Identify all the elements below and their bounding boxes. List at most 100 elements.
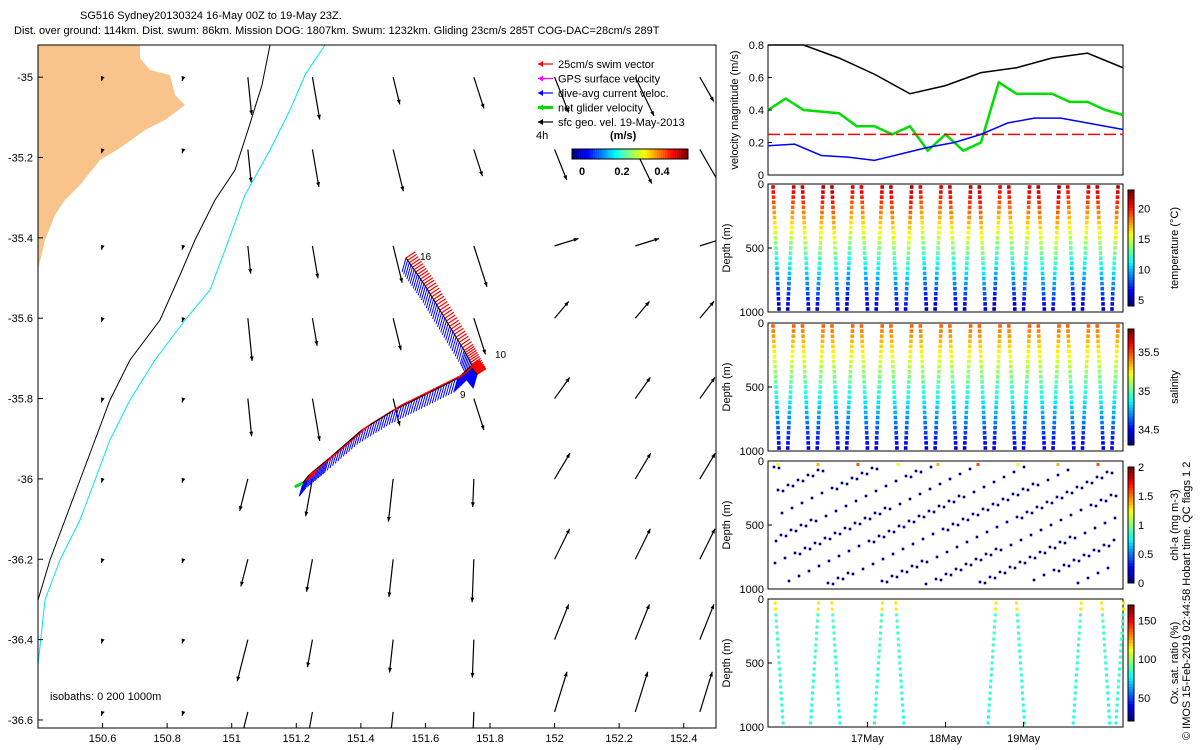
profile-point (790, 210, 795, 215)
profile-point (996, 230, 1000, 235)
colorbar-cell (1128, 605, 1134, 609)
profile-point (1085, 349, 1090, 354)
profile-point (1099, 498, 1103, 502)
profile-point (996, 359, 1001, 364)
profile-point (1051, 307, 1055, 311)
profile-point (1036, 324, 1041, 328)
profile-point (1041, 415, 1045, 420)
profile-point (1037, 344, 1042, 349)
profile-point (1052, 410, 1057, 415)
profile-point (1077, 637, 1081, 641)
profile-point (819, 215, 824, 220)
profile-point (863, 266, 868, 271)
profile-point (1067, 349, 1071, 354)
profile-point (919, 334, 923, 338)
profile-point (776, 297, 781, 301)
profile-point (1067, 220, 1072, 225)
profile-point (1083, 385, 1088, 389)
swim-vector (473, 363, 484, 371)
profile-point (793, 551, 797, 555)
dac-vector (445, 382, 451, 397)
profile-point (816, 607, 820, 611)
profile-point (1110, 307, 1114, 311)
profile-point (935, 256, 940, 260)
swim-vector (441, 306, 451, 314)
profile-point (776, 488, 780, 492)
profile-point (1058, 540, 1062, 544)
profile-point (983, 307, 988, 311)
profile-point (949, 205, 953, 210)
profile-point (988, 691, 992, 695)
profile-point (891, 230, 895, 235)
geo-velocity-arrow (388, 639, 394, 673)
dac-vector (377, 417, 383, 432)
legend-label: 25cm/s swim vector (558, 59, 655, 71)
profile-point (959, 568, 963, 572)
profile-point (834, 410, 839, 415)
profile-point (982, 276, 986, 281)
swim-vector (405, 251, 416, 259)
panel-colorbar (1127, 466, 1135, 584)
profile-point (774, 261, 779, 266)
dive-label-9: 9 (460, 390, 466, 401)
profile-point (779, 533, 783, 537)
profile-point (791, 195, 796, 199)
profile-point (903, 307, 908, 311)
profile-point (1075, 673, 1078, 677)
dac-vector (441, 320, 447, 336)
profile-point (815, 302, 820, 306)
profile-point (951, 251, 955, 255)
profile-point (929, 465, 933, 469)
profile-point (857, 544, 861, 548)
profile-point (801, 344, 806, 349)
profile-point (919, 349, 924, 354)
colorbar-cell (1128, 467, 1134, 471)
profile-point (893, 415, 898, 420)
profile-point (921, 241, 925, 245)
profile-point (1049, 523, 1053, 527)
profile-point (879, 200, 884, 205)
profile-point (1070, 415, 1075, 420)
colorbar-cell (1128, 366, 1134, 371)
profile-point (806, 441, 811, 445)
profile-point (894, 291, 898, 296)
profile-point (853, 521, 857, 525)
profile-point (832, 369, 837, 374)
profile-point (816, 468, 820, 472)
profile-point (1097, 230, 1102, 235)
profile-point (1105, 685, 1109, 689)
profile-point (936, 241, 941, 245)
profile-point (865, 302, 869, 306)
colorbar-cell (1128, 297, 1134, 301)
map-x-tick-label: 151.6 (412, 733, 440, 745)
colorbar-cell (1128, 236, 1134, 240)
profile-point (837, 554, 841, 558)
profile-point (1037, 205, 1042, 210)
dac-vector (425, 293, 431, 309)
colorbar-cell (1128, 616, 1134, 620)
profile-point (833, 256, 838, 260)
profile-point (1025, 236, 1029, 240)
depth-tick-label: 500 (746, 243, 764, 255)
colorbar-tick-label: 2 (1138, 462, 1144, 474)
profile-point (862, 390, 867, 394)
profile-point (987, 715, 990, 719)
profile-point (909, 329, 914, 333)
profile-point (966, 380, 970, 384)
profile-point (965, 261, 969, 266)
dac-vector (396, 406, 402, 421)
swim-vector (464, 345, 475, 353)
profile-point (900, 697, 904, 701)
dac-vector (453, 378, 459, 393)
profile-point (1082, 553, 1086, 557)
geo-velocity-arrow (392, 149, 405, 192)
profile-point (1024, 251, 1029, 255)
profile-point (803, 246, 808, 250)
profile-point (1120, 625, 1124, 629)
profile-point (878, 230, 882, 235)
colorbar-cell (1128, 510, 1134, 514)
dac-vector (372, 420, 378, 435)
profile-point (1098, 380, 1102, 384)
profile-point (936, 251, 940, 255)
